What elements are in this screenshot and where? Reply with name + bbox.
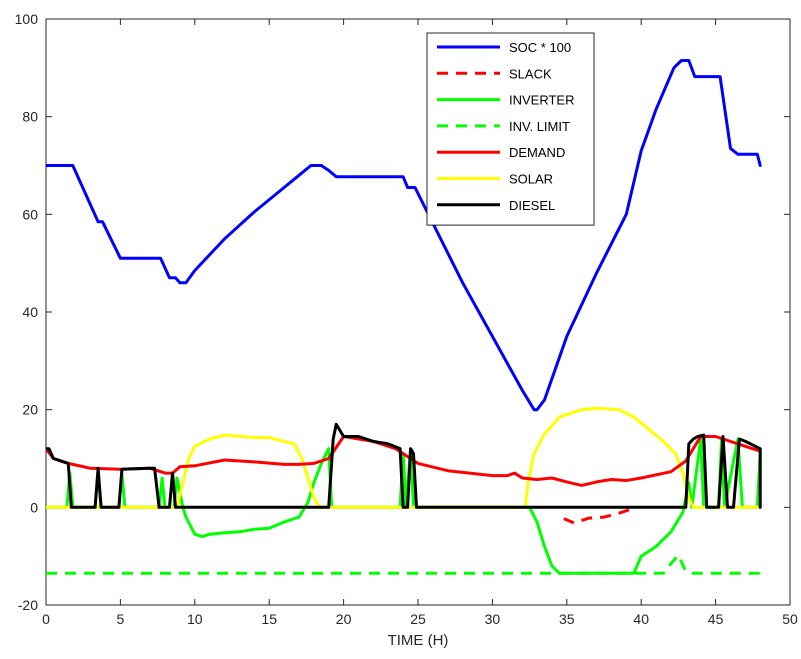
series-line-inv-limit (46, 553, 761, 575)
legend-label: DIESEL (509, 198, 555, 213)
x-tick-label: 5 (117, 611, 125, 627)
x-tick-label: 25 (410, 611, 426, 627)
x-tick-label: 30 (485, 611, 501, 627)
x-tick-label: 40 (633, 611, 649, 627)
series-line-soc-100 (46, 59, 762, 412)
x-tick-label: 20 (336, 611, 352, 627)
x-tick-label: 50 (782, 611, 798, 627)
y-tick-label: 40 (22, 304, 38, 320)
legend-label: SOC * 100 (509, 40, 571, 55)
legend-label: INVERTER (509, 93, 575, 108)
x-tick-label: 35 (559, 611, 575, 627)
x-axis-label: TIME (H) (388, 632, 449, 649)
legend-label: INV. LIMIT (509, 119, 570, 134)
series-line-slack (563, 508, 630, 525)
y-tick-label: -20 (18, 597, 38, 613)
y-tick-label: 0 (30, 499, 38, 515)
x-tick-label: 10 (187, 611, 203, 627)
x-tick-label: 0 (42, 611, 50, 627)
legend-label: SOLAR (509, 172, 553, 187)
y-tick-label: 60 (22, 206, 38, 222)
y-tick-label: 100 (15, 11, 39, 27)
x-tick-label: 15 (261, 611, 277, 627)
series-line-diesel (46, 422, 762, 509)
legend-label: SLACK (509, 66, 552, 81)
y-tick-label: 80 (22, 109, 38, 125)
x-tick-label: 45 (708, 611, 724, 627)
legend: SOC * 100 SLACK INVERTER INV. LIMIT DEMAND SO… (426, 32, 595, 226)
series-layer (46, 59, 762, 575)
y-tick-label: 20 (22, 402, 38, 418)
legend-box (426, 32, 595, 226)
legend-label: DEMAND (509, 145, 565, 160)
